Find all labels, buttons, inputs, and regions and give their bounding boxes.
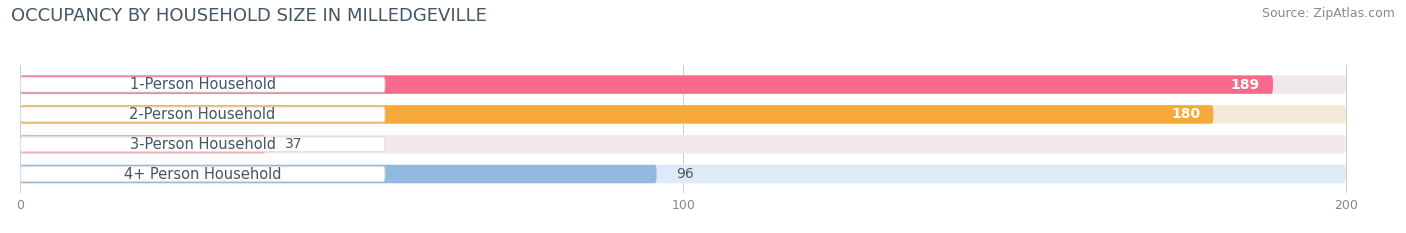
FancyBboxPatch shape: [20, 77, 385, 92]
FancyBboxPatch shape: [20, 75, 1346, 94]
Text: 96: 96: [676, 167, 695, 181]
Text: 2-Person Household: 2-Person Household: [129, 107, 276, 122]
FancyBboxPatch shape: [20, 137, 385, 152]
FancyBboxPatch shape: [20, 135, 1346, 154]
FancyBboxPatch shape: [20, 165, 1346, 183]
FancyBboxPatch shape: [20, 135, 266, 154]
FancyBboxPatch shape: [20, 105, 1346, 124]
Text: OCCUPANCY BY HOUSEHOLD SIZE IN MILLEDGEVILLE: OCCUPANCY BY HOUSEHOLD SIZE IN MILLEDGEV…: [11, 7, 486, 25]
FancyBboxPatch shape: [20, 107, 385, 122]
Text: 4+ Person Household: 4+ Person Household: [124, 167, 281, 182]
Text: 1-Person Household: 1-Person Household: [129, 77, 276, 92]
Text: 37: 37: [285, 137, 302, 151]
Text: 3-Person Household: 3-Person Household: [129, 137, 276, 152]
Text: 180: 180: [1171, 107, 1201, 121]
FancyBboxPatch shape: [20, 165, 657, 183]
Text: Source: ZipAtlas.com: Source: ZipAtlas.com: [1261, 7, 1395, 20]
Text: 189: 189: [1230, 78, 1260, 92]
FancyBboxPatch shape: [20, 167, 385, 182]
FancyBboxPatch shape: [20, 75, 1272, 94]
FancyBboxPatch shape: [20, 105, 1213, 124]
